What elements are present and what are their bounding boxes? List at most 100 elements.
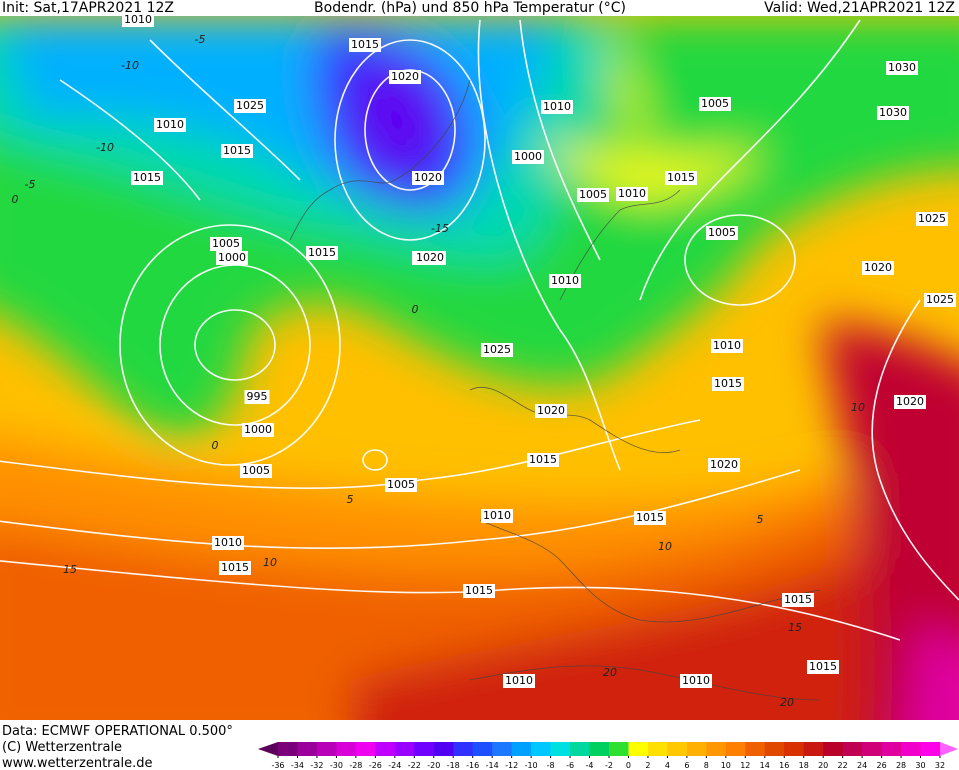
- colorbar-tick-label: 28: [896, 761, 906, 770]
- isobar-label-box: [210, 237, 242, 251]
- colorbar-segment: [881, 742, 902, 756]
- isobar-label: 1000: [216, 251, 248, 265]
- isobar-label-box: [634, 511, 666, 525]
- isobar-value: 1030: [879, 106, 907, 119]
- isobar-value: 1010: [682, 674, 710, 687]
- isobar-label: 1005: [577, 188, 609, 202]
- isobar-label-box: [699, 97, 731, 111]
- isobar-label-box: [216, 251, 248, 265]
- colorbar-tick-label: 4: [665, 761, 670, 770]
- isobar-label-box: [481, 509, 513, 523]
- colorbar-tick-label: 18: [799, 761, 809, 770]
- isobar-label: 1020: [708, 458, 740, 472]
- isobar-label-box: [541, 100, 573, 114]
- isobar-label-box: [512, 150, 544, 164]
- isobar-value: 1010: [505, 674, 533, 687]
- isobar-value: 1020: [864, 261, 892, 274]
- isobar-value: 1015: [223, 144, 251, 157]
- colorbar-tick-label: 6: [684, 761, 689, 770]
- isobar-label-box: [389, 70, 421, 84]
- isobar-label-box: [503, 674, 535, 688]
- temperature-field: [0, 16, 959, 720]
- temperature-label: 15: [63, 563, 77, 576]
- isobar-label: 1005: [699, 97, 731, 111]
- isobar-label: 1000: [512, 150, 544, 164]
- isobar-value: 1000: [514, 150, 542, 163]
- isobar-label: 1015: [527, 453, 559, 467]
- isobar-label: 1025: [916, 212, 948, 226]
- isobar-label: 1010: [680, 674, 712, 688]
- isobar-label: 1010: [212, 536, 244, 550]
- colorbar-tick-label: 32: [935, 761, 945, 770]
- isobar-label: 1025: [481, 343, 513, 357]
- isobar-label: 1015: [221, 144, 253, 158]
- isobar-label: 1010: [481, 509, 513, 523]
- isobar-value: 1010: [214, 536, 242, 549]
- colorbar-segment: [570, 742, 591, 756]
- isobar-value: 1005: [242, 464, 270, 477]
- isobar-label-box: [481, 343, 513, 357]
- isobar-label-box: [886, 61, 918, 75]
- isobar-label-box: [708, 458, 740, 472]
- isobar-label: 1015: [634, 511, 666, 525]
- isobar-label-box: [924, 293, 956, 307]
- colorbar-segment: [609, 742, 629, 756]
- colorbar-arrow: [940, 742, 958, 756]
- temperature-label: 5: [757, 513, 764, 526]
- colorbar-segment: [355, 742, 376, 756]
- temperature-label: 20: [780, 696, 794, 709]
- colorbar-tick-label: 2: [645, 761, 650, 770]
- isobar-value: 1015: [714, 377, 742, 390]
- isobar-value: 1015: [221, 561, 249, 574]
- isobar-value: 1000: [218, 251, 246, 264]
- colorbar-segment: [667, 742, 688, 756]
- temperature-label: 10: [263, 556, 277, 569]
- isobar-value: 1010: [551, 274, 579, 287]
- colorbar-segment: [842, 742, 863, 756]
- colorbar-tick-label: -4: [586, 761, 594, 770]
- isobar-value: 1020: [710, 458, 738, 471]
- colorbar-tick-label: 14: [760, 761, 770, 770]
- isobar-value: 1020: [391, 70, 419, 83]
- isobar-value: 1015: [133, 171, 161, 184]
- colorbar-tick-label: 0: [626, 761, 631, 770]
- colorbar-tick-label: 16: [779, 761, 789, 770]
- isobar-label-box: [527, 453, 559, 467]
- colorbar-tick-label: -28: [349, 761, 362, 770]
- colorbar-tick-label: -6: [566, 761, 574, 770]
- isobar-label: 1010: [711, 339, 743, 353]
- isobar-value: 1020: [896, 395, 924, 408]
- isobar-value: 1010: [543, 100, 571, 113]
- colorbar-tick-label: -8: [547, 761, 555, 770]
- colorbar-tick-label: -2: [605, 761, 613, 770]
- isobar-label-box: [414, 251, 446, 265]
- isobar-label: 1020: [862, 261, 894, 275]
- isobar-value: 1025: [483, 343, 511, 356]
- isobar-value: 1010: [618, 187, 646, 200]
- colorbar-segment: [492, 742, 513, 756]
- isobar-label-box: [807, 660, 839, 674]
- isobar-label-box: [877, 106, 909, 120]
- isobar-label-box: [349, 38, 381, 52]
- isobar-label-box: [221, 144, 253, 158]
- colorbar-segment: [725, 742, 746, 756]
- colorbar-tick-label: 24: [857, 761, 867, 770]
- isobar-value: 1000: [244, 423, 272, 436]
- isobar-value: 1010: [156, 118, 184, 131]
- isobar-label: 1015: [463, 584, 495, 598]
- isobar-value: 1020: [537, 404, 565, 417]
- isobar-label-box: [711, 339, 743, 353]
- colorbar-tick-label: 30: [915, 761, 925, 770]
- copyright: (C) Wetterzentrale: [2, 740, 122, 755]
- colorbar-tick-label: -24: [388, 761, 401, 770]
- colorbar-segment: [901, 742, 922, 756]
- colorbar-segment: [862, 742, 883, 756]
- colorbar-segment: [803, 742, 824, 756]
- isobar-value: 1005: [708, 226, 736, 239]
- colorbar-tick-label: 8: [704, 761, 709, 770]
- colorbar-tick-label: -10: [525, 761, 538, 770]
- temperature-label: 0: [412, 303, 419, 316]
- isobar-label-box: [154, 118, 186, 132]
- isobar-label: 1015: [306, 246, 338, 260]
